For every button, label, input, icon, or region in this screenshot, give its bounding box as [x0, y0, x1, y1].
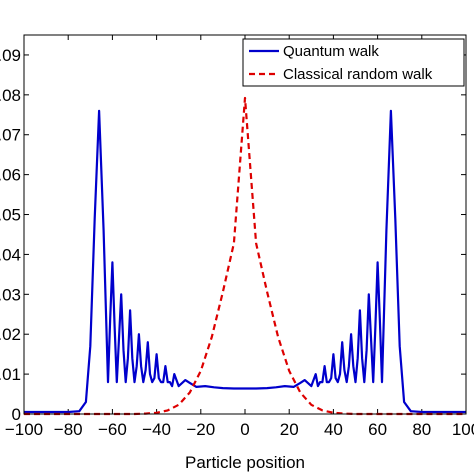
legend-label-quantum-walk: Quantum walk — [283, 43, 379, 60]
y-tick-label: 0.05 — [0, 206, 21, 225]
y-tick-label: 0.03 — [0, 285, 21, 304]
y-tick-label: 0.01 — [0, 365, 21, 384]
x-tick-label: 80 — [412, 420, 431, 439]
x-tick-label: 40 — [324, 420, 343, 439]
x-tick-label: −60 — [98, 420, 127, 439]
x-tick-label: −80 — [54, 420, 83, 439]
legend-box — [242, 38, 465, 87]
y-tick-label: 0.08 — [0, 86, 21, 105]
x-tick-label: 20 — [280, 420, 299, 439]
legend-label-classical-random-walk: Classical random walk — [283, 66, 433, 83]
y-tick-label: 0 — [12, 405, 21, 424]
y-tick-label: 0.02 — [0, 325, 21, 344]
y-tick-label: 0.06 — [0, 166, 21, 185]
x-tick-label: 100 — [452, 420, 474, 439]
x-tick-label: −40 — [142, 420, 171, 439]
plot-frame — [23, 34, 467, 415]
x-tick-label: −20 — [186, 420, 215, 439]
y-tick-label: 0.07 — [0, 126, 21, 145]
legend: Quantum walk Classical random walk — [242, 38, 465, 87]
x-tick-label: 60 — [368, 420, 387, 439]
y-tick-label: 0.04 — [0, 245, 21, 264]
x-axis-title: Particle position — [185, 453, 305, 472]
series-line-quantum-walk — [24, 109, 466, 414]
tick-label-layer: −100 −80 −60 −40 −20 0 20 40 60 80 100 0 0.01 0.02 0.0… — [0, 46, 474, 439]
x-tick-label: 0 — [240, 420, 249, 439]
x-tick-label: −100 — [5, 420, 43, 439]
y-tick-label: 0.09 — [0, 46, 21, 65]
